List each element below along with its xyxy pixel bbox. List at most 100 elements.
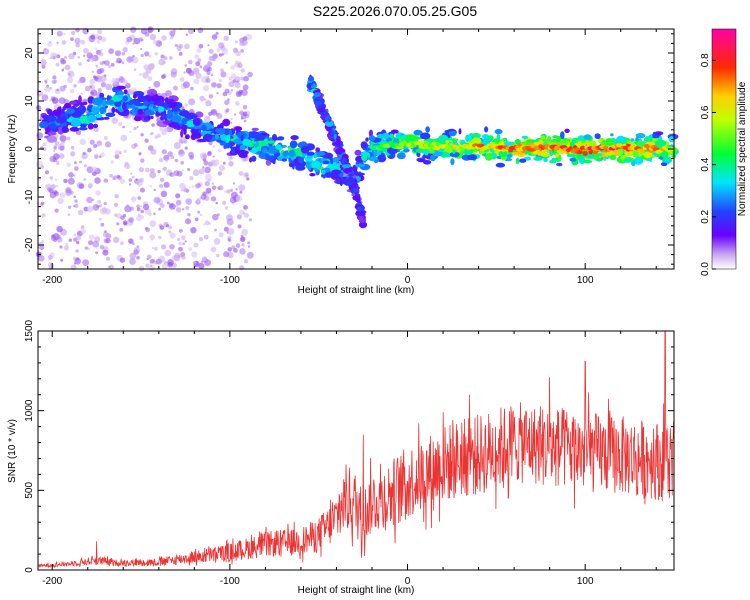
heatmap-blob [494, 128, 503, 135]
heatmap-speckle [74, 258, 81, 265]
heatmap-blob [458, 128, 462, 135]
heatmap-blob [170, 115, 182, 123]
heatmap-speckle [96, 39, 101, 44]
heatmap-speckle [184, 240, 187, 243]
heatmap-speckle [153, 196, 161, 204]
heatmap-speckle [175, 207, 182, 213]
heatmap-speckle [188, 247, 193, 252]
colorbar: 0.0 0.2 0.4 0.6 0.8 Normalized spectral ampl… [700, 28, 748, 276]
heatmap-blob [87, 123, 94, 130]
heatmap-blob [133, 116, 142, 122]
heatmap-speckle [60, 258, 64, 262]
heatmap-speckle [42, 142, 47, 147]
heatmap-speckle [170, 173, 175, 178]
heatmap-speckle [119, 178, 126, 184]
heatmap-speckle [198, 237, 204, 242]
heatmap-speckle [142, 72, 149, 79]
heatmap-speckle [210, 196, 217, 202]
heatmap-speckle [131, 56, 139, 64]
heatmap-speckle [71, 30, 76, 36]
heatmap-blob [311, 160, 321, 168]
heatmap-speckle [116, 174, 121, 179]
heatmap-speckle [127, 165, 130, 168]
heatmap-blob [657, 141, 664, 148]
heatmap-speckle [205, 78, 211, 83]
heatmap-speckle [168, 230, 172, 234]
heatmap-blob [434, 138, 443, 142]
heatmap-blob [111, 107, 116, 114]
heatmap-speckle [47, 187, 52, 192]
heatmap-speckle [223, 35, 229, 41]
heatmap-speckle [121, 61, 125, 65]
heatmap-speckle [92, 166, 98, 172]
heatmap-speckle [202, 191, 207, 197]
heatmap-speckle [159, 126, 164, 132]
heatmap-speckle [95, 251, 98, 255]
heatmap-blob [569, 141, 575, 147]
heatmap-speckle [147, 76, 153, 82]
heatmap-speckle [216, 83, 222, 89]
heatmap-speckle [178, 246, 183, 252]
heatmap-blob [396, 152, 406, 160]
heatmap-speckle [227, 247, 233, 252]
heatmap-blob [496, 134, 501, 140]
heatmap-blob [61, 108, 65, 115]
heatmap-blob [192, 132, 202, 139]
heatmap-blob [275, 144, 282, 150]
heatmap-speckle [149, 132, 153, 136]
heatmap-blob [582, 150, 588, 156]
heatmap-speckle [112, 175, 118, 180]
heatmap-blob [630, 138, 635, 142]
heatmap-blob [654, 131, 664, 136]
heatmap-blob [607, 151, 615, 155]
heatmap-blob [307, 164, 312, 171]
heatmap-speckle [149, 33, 157, 41]
heatmap-speckle [100, 152, 105, 158]
x-tick-label: 0 [405, 576, 411, 587]
heatmap-speckle [52, 75, 57, 80]
heatmap-speckle [61, 68, 64, 72]
heatmap-speckle [75, 42, 80, 48]
heatmap-speckle [201, 256, 207, 262]
heatmap-speckle [207, 178, 211, 182]
heatmap-speckle [82, 28, 89, 35]
heatmap-speckle [66, 162, 72, 167]
heatmap-speckle [188, 98, 196, 106]
heatmap-speckle [79, 138, 87, 146]
heatmap-speckle [172, 29, 176, 33]
heatmap-blob [48, 131, 57, 136]
heatmap-speckle [153, 188, 156, 192]
heatmap-blob [288, 149, 296, 158]
heatmap-speckle [183, 71, 186, 74]
heatmap-speckle [77, 209, 84, 216]
heatmap-speckle [41, 64, 46, 69]
heatmap-speckle [218, 165, 226, 172]
heatmap-speckle [47, 41, 52, 47]
x-tick-label: -100 [220, 275, 240, 286]
heatmap-speckle [75, 249, 79, 253]
heatmap-blob [217, 124, 223, 129]
heatmap-speckle [74, 37, 81, 44]
heatmap-speckle [109, 173, 113, 178]
heatmap-speckle [139, 73, 142, 76]
heatmap-speckle [86, 52, 93, 59]
heatmap-blob [324, 152, 334, 159]
heatmap-speckle [222, 161, 226, 165]
heatmap-blob [560, 131, 565, 140]
heatmap-speckle [190, 227, 197, 234]
heatmap-speckle [188, 186, 191, 189]
heatmap-blob [336, 177, 340, 184]
heatmap-speckle [137, 213, 141, 217]
heatmap-speckle [193, 78, 200, 85]
heatmap-blob [134, 102, 145, 107]
heatmap-speckle [80, 39, 85, 45]
heatmap-speckle [169, 56, 173, 60]
heatmap-speckle [169, 203, 176, 210]
heatmap-speckle [124, 161, 129, 166]
heatmap-speckle [187, 168, 191, 171]
heatmap-speckle [87, 182, 93, 188]
heatmap-speckle [73, 84, 77, 88]
heatmap-speckle [73, 174, 76, 177]
heatmap-blob [348, 173, 354, 177]
heatmap-speckle [164, 249, 172, 257]
